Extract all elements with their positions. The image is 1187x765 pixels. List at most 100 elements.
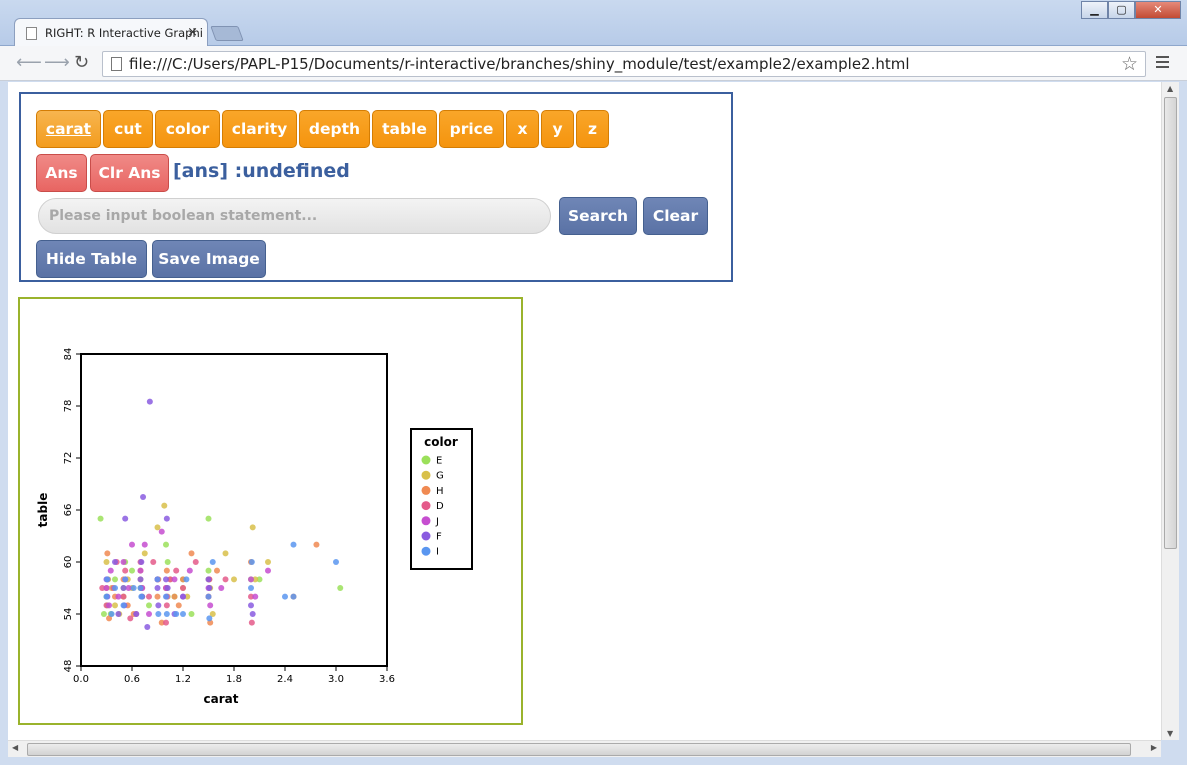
data-point[interactable] [154, 585, 161, 591]
data-point[interactable] [222, 550, 229, 557]
data-point[interactable] [120, 602, 127, 609]
back-arrow-icon[interactable]: ⟵ [16, 52, 42, 73]
data-point[interactable] [146, 611, 152, 617]
data-point[interactable] [218, 585, 225, 591]
data-point[interactable] [122, 567, 129, 574]
data-point[interactable] [133, 611, 140, 617]
address-bar[interactable]: file:///C:/Users/PAPL-P15/Documents/r-in… [102, 51, 1146, 77]
data-point[interactable] [104, 576, 111, 583]
data-point[interactable] [99, 585, 106, 591]
data-point[interactable] [141, 541, 148, 548]
data-point[interactable] [164, 559, 171, 565]
data-point[interactable] [107, 567, 114, 574]
horizontal-scrollbar[interactable]: ◀ ▶ [8, 740, 1161, 757]
data-point[interactable] [333, 559, 339, 565]
data-point[interactable] [163, 619, 169, 626]
data-point[interactable] [163, 593, 169, 600]
forward-arrow-icon[interactable]: ⟶ [44, 52, 70, 73]
clear-ans-button[interactable]: Clr Ans [90, 154, 169, 192]
data-point[interactable] [282, 593, 288, 600]
data-point[interactable] [146, 593, 152, 600]
data-point[interactable] [154, 524, 161, 531]
data-point[interactable] [138, 559, 145, 565]
data-point[interactable] [249, 611, 256, 617]
data-point[interactable] [112, 559, 118, 565]
data-point[interactable] [141, 550, 148, 557]
data-point[interactable] [265, 559, 271, 565]
variable-button-z[interactable]: z [576, 110, 609, 148]
data-point[interactable] [206, 615, 213, 622]
variable-button-depth[interactable]: depth [299, 110, 370, 148]
data-point[interactable] [171, 593, 178, 600]
data-point[interactable] [103, 593, 110, 600]
data-point[interactable] [163, 567, 170, 574]
data-point[interactable] [108, 611, 115, 617]
data-point[interactable] [171, 576, 178, 583]
data-point[interactable] [106, 615, 113, 622]
data-point[interactable] [163, 611, 170, 617]
vertical-scrollbar[interactable]: ▲ ▼ [1161, 82, 1179, 740]
variable-button-x[interactable]: x [506, 110, 539, 148]
data-point[interactable] [140, 494, 147, 500]
data-point[interactable] [209, 611, 216, 617]
vertical-scroll-thumb[interactable] [1164, 97, 1177, 549]
data-point[interactable] [120, 585, 127, 591]
scroll-left-icon[interactable]: ◀ [12, 743, 19, 752]
data-point[interactable] [150, 559, 157, 565]
data-point[interactable] [137, 585, 144, 591]
data-point[interactable] [192, 559, 199, 565]
tab-close-icon[interactable]: × [187, 25, 198, 40]
data-point[interactable] [154, 576, 161, 583]
variable-button-price[interactable]: price [439, 110, 504, 148]
data-point[interactable] [127, 615, 134, 622]
data-point[interactable] [205, 593, 212, 600]
data-point[interactable] [248, 576, 254, 583]
data-point[interactable] [138, 593, 145, 600]
data-point[interactable] [146, 602, 152, 609]
data-point[interactable] [129, 567, 135, 574]
browser-tab[interactable]: RIGHT: R Interactive Graphi × [14, 18, 208, 47]
data-point[interactable] [115, 593, 122, 600]
data-point[interactable] [248, 593, 254, 600]
scroll-down-icon[interactable]: ▼ [1167, 729, 1174, 738]
data-point[interactable] [144, 624, 151, 630]
data-point[interactable] [97, 515, 104, 522]
data-point[interactable] [248, 602, 254, 609]
data-point[interactable] [188, 550, 195, 557]
data-point[interactable] [112, 602, 118, 609]
data-point[interactable] [163, 541, 169, 548]
data-point[interactable] [252, 593, 259, 600]
data-point[interactable] [173, 611, 180, 617]
data-point[interactable] [158, 619, 165, 626]
hide-table-button[interactable]: Hide Table [36, 240, 147, 278]
data-point[interactable] [186, 567, 193, 574]
data-point[interactable] [103, 585, 110, 591]
boolean-search-input[interactable] [38, 198, 551, 234]
data-point[interactable] [155, 602, 162, 609]
data-point[interactable] [222, 576, 229, 583]
data-point[interactable] [205, 515, 212, 522]
data-point[interactable] [173, 567, 180, 574]
menu-icon[interactable] [1156, 56, 1169, 71]
data-point[interactable] [137, 576, 144, 583]
data-point[interactable] [214, 567, 220, 574]
data-point[interactable] [206, 585, 213, 591]
data-point[interactable] [175, 602, 182, 609]
data-point[interactable] [248, 585, 254, 591]
data-point[interactable] [265, 567, 271, 574]
data-point[interactable] [120, 593, 127, 600]
data-point[interactable] [103, 559, 110, 565]
close-icon[interactable]: ✕ [1135, 1, 1181, 19]
data-point[interactable] [120, 559, 127, 565]
new-tab-button[interactable] [210, 26, 244, 41]
scatter-chart[interactable]: 0.0 0.6 1.2 1.8 2.4 3.0 3.6 48 54 60 66 72 78 84 car… [20, 299, 521, 723]
data-point[interactable] [180, 611, 186, 617]
variable-button-color[interactable]: color [155, 110, 220, 148]
data-point[interactable] [290, 593, 297, 600]
data-point[interactable] [290, 541, 297, 548]
data-point[interactable] [129, 541, 135, 548]
data-point[interactable] [104, 550, 111, 557]
data-point[interactable] [184, 593, 191, 600]
clear-button[interactable]: Clear [643, 197, 708, 235]
data-point[interactable] [231, 576, 237, 583]
